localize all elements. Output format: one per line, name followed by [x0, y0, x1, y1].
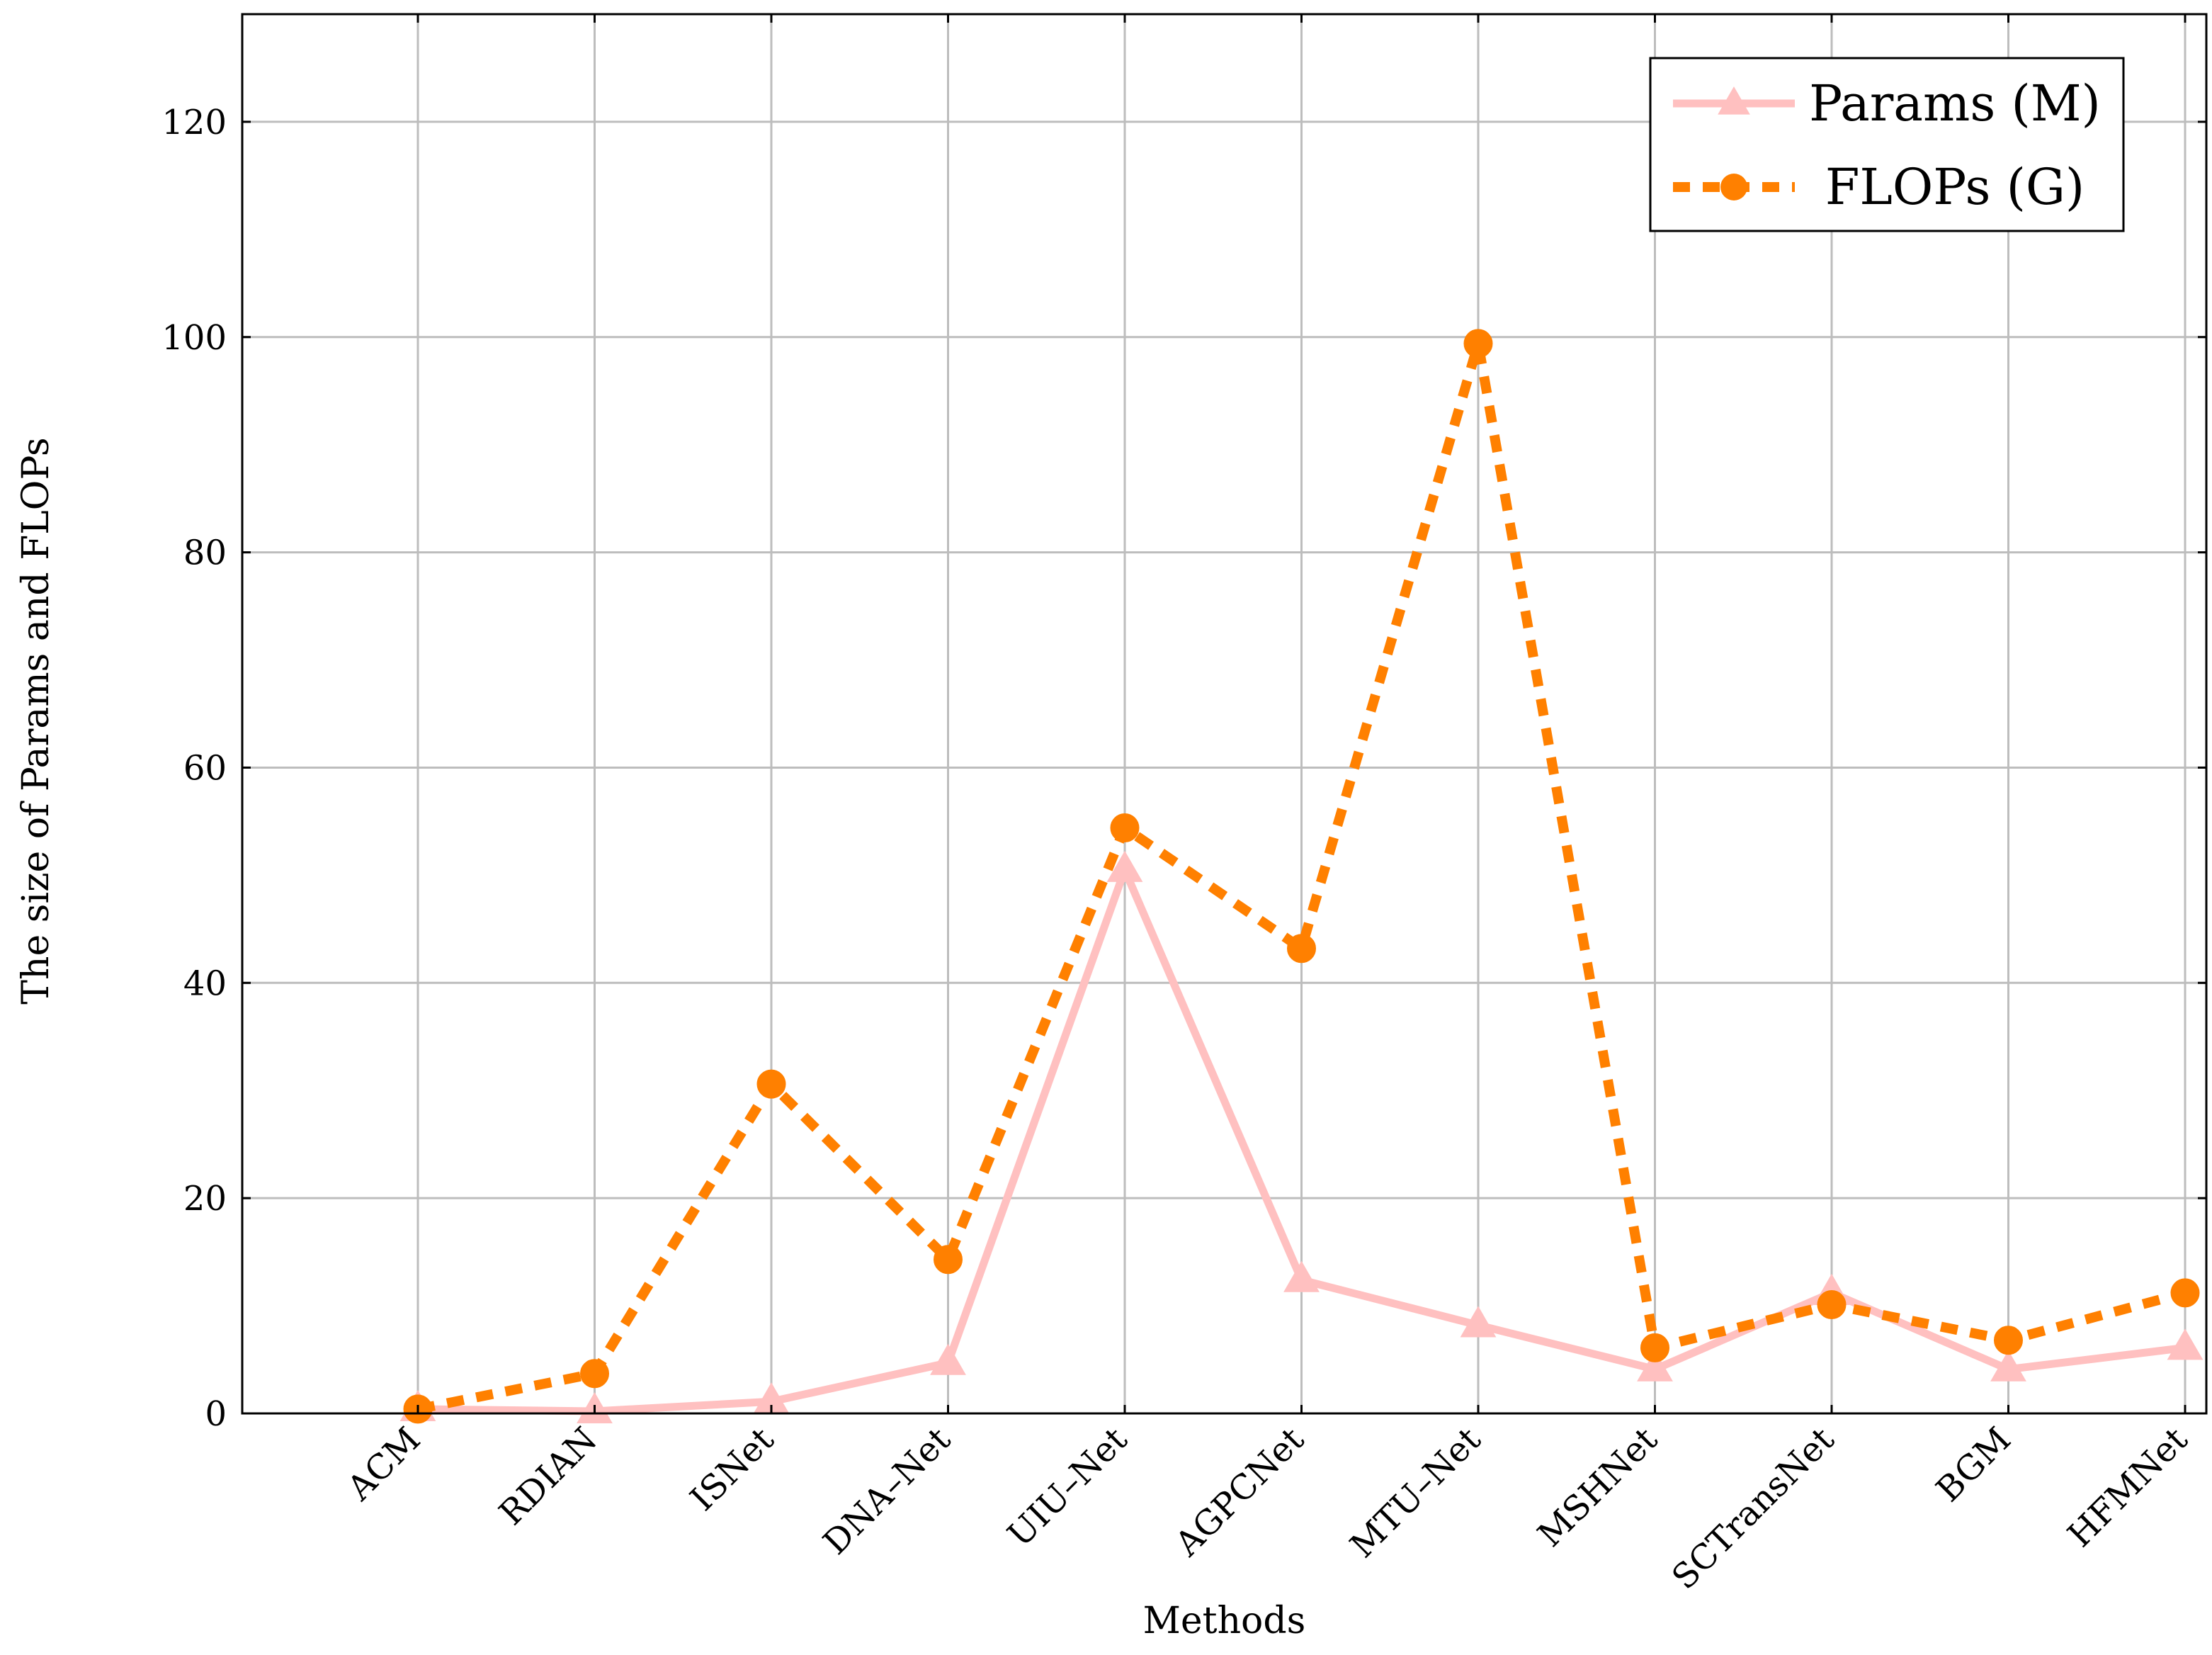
y-tick-label: 80	[183, 533, 227, 573]
x-tick-label: HFMNet	[2060, 1420, 2196, 1555]
data-point	[1287, 934, 1316, 964]
tick-layer: ACM RDIAN ISNet DNA–Net UIU–Net AGPCNet MTU–Ne…	[161, 14, 2206, 1598]
x-tick-label: AGPCNet	[1167, 1420, 1312, 1564]
y-tick-label: 20	[183, 1179, 227, 1219]
data-point	[1640, 1333, 1669, 1362]
legend-item-flops: FLOPs (G)	[1673, 158, 2085, 216]
y-tick-label: 0	[205, 1394, 227, 1434]
data-point	[580, 1359, 609, 1389]
y-axis-label: The size of Params and FLOPs	[15, 437, 57, 1004]
x-tick-label: SCTransNet	[1664, 1420, 1842, 1598]
x-tick-label: BGM	[1929, 1420, 2019, 1510]
y-tick-label: 100	[161, 318, 227, 358]
legend-box	[1649, 57, 2125, 232]
data-point	[1106, 850, 1143, 882]
legend-swatch-marker	[1720, 174, 1747, 200]
legend-label: FLOPs (G)	[1825, 158, 2085, 216]
data-point	[1460, 1306, 1497, 1338]
x-tick-label: DNA–Net	[816, 1420, 958, 1562]
series-flops	[403, 329, 2200, 1424]
data-point	[1110, 813, 1140, 843]
y-tick-label: 120	[161, 103, 227, 142]
y-tick-label: 40	[183, 964, 227, 1003]
legend-label: Params (M)	[1809, 74, 2101, 132]
x-tick-label: ACM	[339, 1420, 429, 1509]
plot-frame	[241, 13, 2208, 1415]
data-point	[1637, 1350, 1673, 1382]
series-layer	[399, 329, 2204, 1424]
y-tick-label: 60	[183, 748, 227, 788]
legend-swatch-marker	[1718, 86, 1750, 115]
data-point	[934, 1245, 963, 1275]
x-tick-label: RDIAN	[492, 1420, 605, 1533]
data-point	[930, 1343, 966, 1375]
series-line	[416, 338, 2187, 1414]
data-point	[1990, 1350, 2026, 1382]
data-point	[756, 1069, 786, 1099]
data-point	[1283, 1260, 1320, 1292]
legend-item-params: Params (M)	[1673, 74, 2101, 132]
data-point	[2167, 1328, 2204, 1360]
data-point	[1463, 329, 1493, 358]
x-tick-label: ISNet	[683, 1420, 782, 1519]
x-axis-label: Methods	[1143, 1600, 1306, 1642]
data-point	[1817, 1290, 1847, 1320]
x-tick-label: MTU–Net	[1342, 1420, 1488, 1566]
x-tick-label: MSHNet	[1530, 1420, 1665, 1555]
legend: Params (M) FLOPs (G)	[1649, 57, 2125, 232]
data-point	[2170, 1278, 2200, 1308]
x-tick-label: UIU–Net	[1000, 1420, 1135, 1555]
grid-layer	[242, 14, 2206, 1413]
data-point	[1994, 1326, 2023, 1355]
